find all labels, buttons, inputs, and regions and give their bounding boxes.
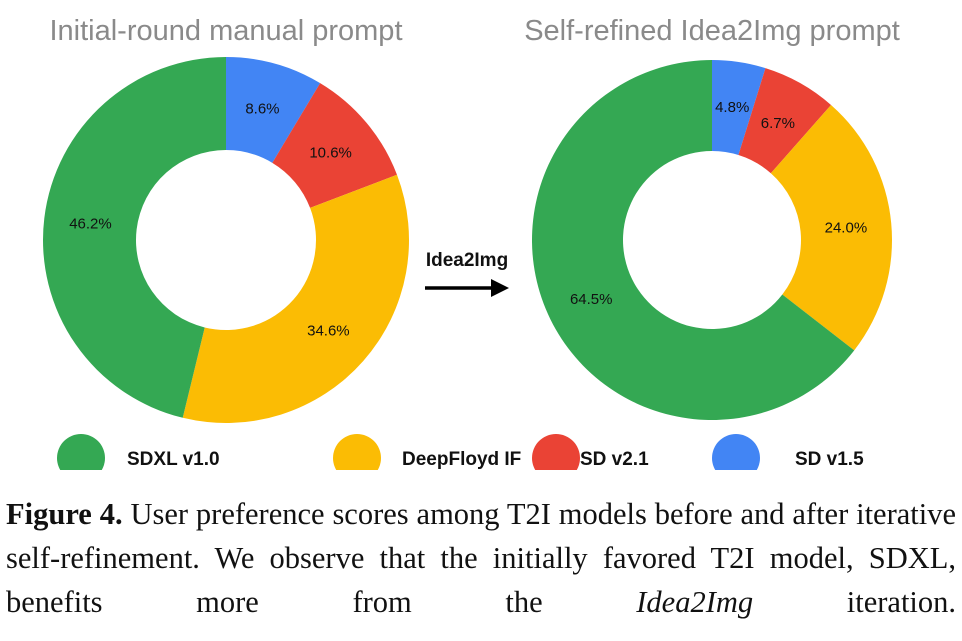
slice-sd-v2-1 — [738, 68, 832, 174]
legend-swatch-sdxl-v1-0 — [57, 434, 105, 470]
donut-chart-initial: 8.6% 10.6% 34.6% 46.2% — [43, 57, 409, 423]
arrow-label: Idea2Img — [426, 250, 508, 271]
caption-text: User preference scores among T2I models … — [6, 497, 957, 619]
arrow-icon — [491, 279, 509, 297]
slice-sd-v1-5 — [712, 60, 766, 156]
slice-sd-v1-5 — [226, 57, 321, 163]
legend-label-sdxl-v1-0: SDXL v1.0 — [127, 449, 220, 470]
legend-swatch-sd-v1-5 — [712, 434, 760, 470]
slice-label-sd-v2-1: 6.7% — [761, 115, 795, 132]
legend: SDXL v1.0 DeepFloyd IF SD v2.1 SD v1.5 — [57, 434, 864, 470]
figure-charts: Initial-round manual prompt Self-refined… — [43, 15, 900, 470]
slice-label-sd-v2-1: 10.6% — [309, 144, 352, 161]
slice-deepfloyd-if — [770, 104, 892, 351]
caption-label: Figure 4. — [6, 497, 123, 531]
legend-swatch-sd-v2-1 — [532, 434, 580, 470]
legend-swatch-deepfloyd-if — [333, 434, 381, 470]
slice-label-sd-v1-5: 8.6% — [245, 100, 279, 117]
slice-sd-v2-1 — [272, 83, 397, 208]
slice-label-deepfloyd-if: 24.0% — [825, 219, 868, 236]
arrow-group: Idea2Img — [425, 250, 509, 297]
chart-title-refined: Self-refined Idea2Img prompt — [524, 15, 900, 47]
figure-caption: Figure 4. User preference scores among T… — [6, 492, 956, 624]
slice-sdxl-v1-0 — [43, 57, 227, 418]
caption-text-end: iteration. — [846, 585, 957, 619]
slice-label-sdxl-v1-0: 64.5% — [570, 291, 613, 308]
donut-chart-refined: 4.8% 6.7% 24.0% 64.5% — [532, 60, 892, 420]
legend-label-sd-v2-1: SD v2.1 — [580, 449, 649, 470]
slice-sdxl-v1-0 — [532, 60, 855, 420]
slice-label-sdxl-v1-0: 46.2% — [69, 216, 112, 233]
caption-emphasis: Idea2Img — [636, 585, 754, 619]
slice-label-deepfloyd-if: 34.6% — [307, 322, 350, 339]
slice-label-sd-v1-5: 4.8% — [715, 99, 749, 116]
slice-deepfloyd-if — [182, 174, 409, 423]
chart-title-initial: Initial-round manual prompt — [49, 15, 402, 47]
legend-label-sd-v1-5: SD v1.5 — [795, 449, 864, 470]
legend-label-deepfloyd-if: DeepFloyd IF — [402, 449, 521, 470]
